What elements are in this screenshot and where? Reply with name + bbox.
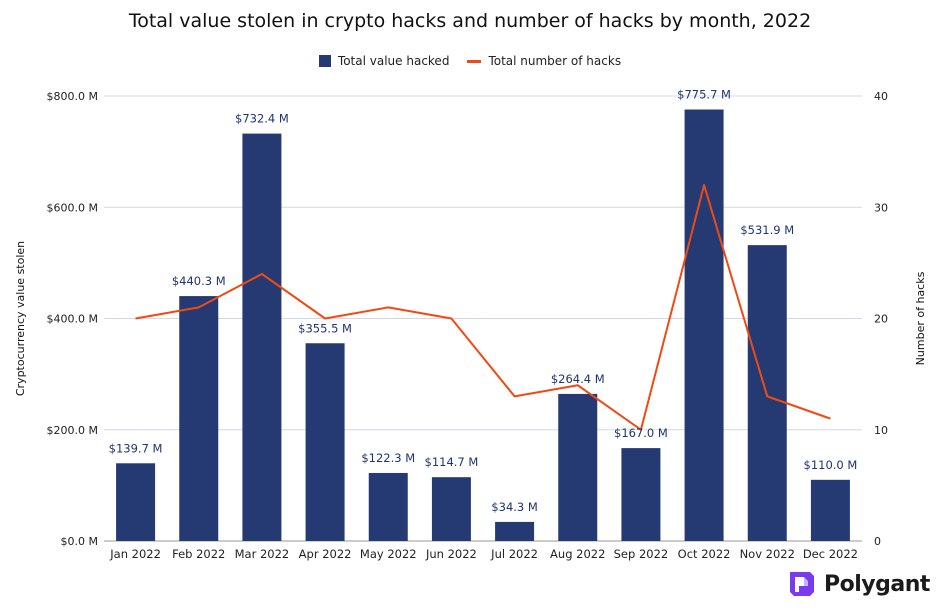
brand-logo: Polygant xyxy=(786,568,930,600)
brand-name: Polygant xyxy=(824,571,930,597)
x-tick-label: Nov 2022 xyxy=(740,547,795,561)
bar xyxy=(368,472,408,541)
y-tick-label: $0.0 M xyxy=(61,535,98,548)
bar-value-label: $139.7 M xyxy=(109,441,163,455)
bar xyxy=(558,393,598,541)
line-series xyxy=(135,184,831,431)
polygant-logo-icon xyxy=(790,572,814,596)
axes: $0.0 M 0 $200.0 M 10 $400.0 M 20 $600.0 M 30 $80… xyxy=(14,90,927,561)
bar xyxy=(684,109,724,541)
bar xyxy=(242,133,282,542)
bar-value-label: $167.0 M xyxy=(614,426,668,440)
x-tick-label: May 2022 xyxy=(360,547,417,561)
bar-value-label: $732.4 M xyxy=(235,112,289,126)
bar xyxy=(495,521,535,541)
y2-tick-label: 0 xyxy=(874,535,881,548)
y2-axis-title: Number of hacks xyxy=(914,271,927,365)
bar-value-label: $440.3 M xyxy=(172,274,226,288)
legend-label-count: Total number of hacks xyxy=(488,54,622,68)
y2-tick-label: 20 xyxy=(874,313,888,326)
bar-value-label: $531.9 M xyxy=(740,223,794,237)
x-tick-label: Oct 2022 xyxy=(678,547,731,561)
bar-value-label: $110.0 M xyxy=(804,458,858,472)
bar-value-label: $264.4 M xyxy=(551,372,605,386)
legend-swatch-bar xyxy=(318,55,331,67)
y2-tick-label: 40 xyxy=(874,90,888,103)
bar xyxy=(621,448,661,541)
x-tick-label: Jan 2022 xyxy=(109,547,161,561)
bar-value-label: $114.7 M xyxy=(425,455,479,469)
x-tick-label: Sep 2022 xyxy=(614,547,669,561)
x-tick-label: Jul 2022 xyxy=(490,547,538,561)
chart-title: Total value stolen in crypto hacks and n… xyxy=(128,10,812,32)
legend-swatch-line xyxy=(467,59,482,63)
bar xyxy=(179,296,219,541)
bar xyxy=(116,463,156,541)
y-tick-label: $800.0 M xyxy=(47,90,98,103)
bar xyxy=(810,479,850,541)
x-tick-label: Jun 2022 xyxy=(425,547,477,561)
bar-value-label: $34.3 M xyxy=(491,500,538,514)
data-labels: $139.7 M $440.3 M $732.4 M $355.5 M $122.3 M… xyxy=(109,88,858,514)
x-tick-label: Mar 2022 xyxy=(235,547,290,561)
bar-value-label: $122.3 M xyxy=(361,451,415,465)
legend-label-value: Total value hacked xyxy=(337,54,450,68)
bar-value-label: $775.7 M xyxy=(677,88,731,102)
hacks-line xyxy=(135,184,831,431)
x-tick-label: Aug 2022 xyxy=(550,547,605,561)
legend-item-count: Total number of hacks xyxy=(467,54,621,68)
x-tick-label: Dec 2022 xyxy=(803,547,858,561)
legend: Total value hacked Total number of hacks xyxy=(0,54,940,68)
x-tick-label: Apr 2022 xyxy=(299,547,352,561)
y-tick-label: $400.0 M xyxy=(47,313,98,326)
legend-item-value: Total value hacked xyxy=(318,54,450,68)
grid xyxy=(104,95,862,542)
bars xyxy=(116,109,850,542)
y2-tick-label: 10 xyxy=(874,424,888,437)
bar xyxy=(431,477,471,541)
bar-value-label: $355.5 M xyxy=(298,321,352,335)
x-tick-label: Feb 2022 xyxy=(172,547,225,561)
bar xyxy=(305,343,345,541)
y2-tick-label: 30 xyxy=(874,201,888,214)
y-tick-label: $200.0 M xyxy=(47,424,98,437)
y-tick-label: $600.0 M xyxy=(47,201,98,214)
y-axis-title: Cryptocurrency value stolen xyxy=(14,241,27,396)
